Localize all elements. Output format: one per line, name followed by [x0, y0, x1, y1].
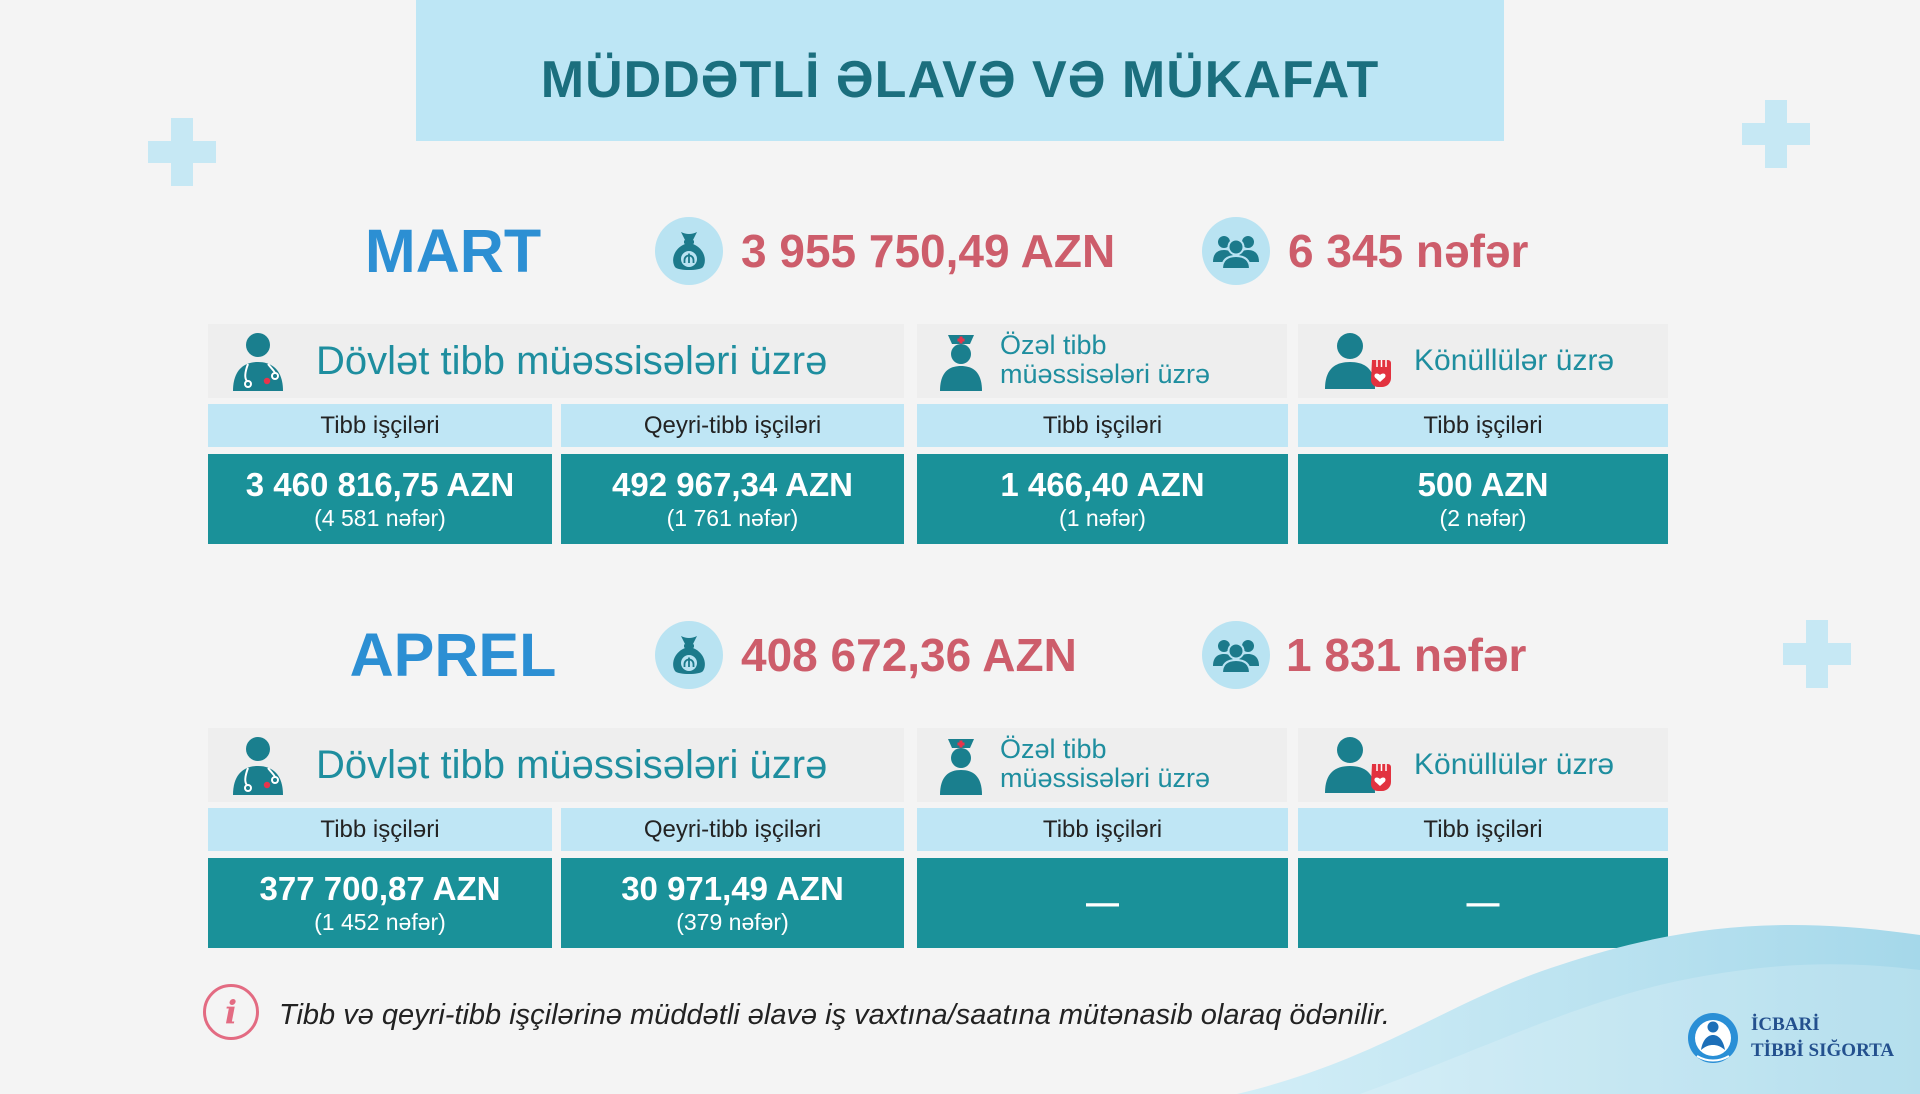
header-title: Dövlət tibb müəssisələri üzrə [316, 743, 828, 787]
info-icon: i [203, 984, 259, 1040]
value-cell: 377 700,87 AZN (1 452 nəfər) [208, 858, 552, 948]
doctor-icon [229, 734, 287, 801]
value-cell: 30 971,49 AZN (379 nəfər) [561, 858, 904, 948]
plus-icon [1742, 100, 1810, 168]
header-volunteers: Könüllülər üzrə [1298, 324, 1668, 398]
page-title: MÜDDƏTLİ ƏLAVƏ VƏ MÜKAFAT [540, 50, 1380, 109]
logo-icon [1688, 1013, 1738, 1063]
header-volunteers: Könüllülər üzrə [1298, 728, 1668, 802]
header-title: Özəl tibb müəssisələri üzrə [1000, 331, 1210, 389]
value-amount: 1 466,40 AZN [1000, 466, 1205, 503]
column-label: Qeyri-tibb işçiləri [561, 404, 904, 447]
value-cell: — [1298, 858, 1668, 948]
month-section-aprel: APREL 408 672,36 AZN 1 831 nəfər [0, 604, 1920, 954]
value-amount: 30 971,49 AZN [621, 870, 844, 907]
column-label: Tibb işçiləri [1298, 808, 1668, 851]
value-people: (1 761 nəfər) [666, 505, 799, 531]
column-label: Tibb işçiləri [208, 808, 552, 851]
header-private-institutions: Özəl tibb müəssisələri üzrə [917, 728, 1287, 802]
header-title-line2: müəssisələri üzrə [1000, 763, 1211, 793]
value-amount: — [1086, 884, 1119, 921]
logo-line1: İCBARİ [1751, 1014, 1820, 1035]
value-amount: 3 460 816,75 AZN [245, 466, 515, 503]
nurse-icon [938, 330, 984, 397]
logo-text: İCBARİ TİBBİ SIĞORTA [1751, 1012, 1894, 1064]
wave-decoration [1237, 925, 1920, 1094]
header-state-institutions: Dövlət tibb müəssisələri üzrə [208, 324, 904, 398]
people-group-icon [1202, 217, 1270, 285]
value-cell: 3 460 816,75 AZN (4 581 nəfər) [208, 454, 552, 544]
column-label: Tibb işçiləri [917, 808, 1288, 851]
logo-line2: TİBBİ SIĞORTA [1751, 1040, 1895, 1061]
title-banner: MÜDDƏTLİ ƏLAVƏ VƏ MÜKAFAT [416, 0, 1504, 141]
doctor-icon [229, 330, 287, 397]
header-title-line1: Özəl tibb [1000, 330, 1107, 360]
value-cell: 500 AZN (2 nəfər) [1298, 454, 1668, 544]
column-label: Tibb işçiləri [917, 404, 1288, 447]
header-title: Könüllülər üzrə [1414, 748, 1615, 781]
value-people: (2 nəfər) [1439, 505, 1527, 531]
footnote: Tibb və qeyri-tibb işçilərinə müddətli ə… [279, 999, 1390, 1031]
value-cell: 1 466,40 AZN (1 nəfər) [917, 454, 1288, 544]
header-title: Özəl tibb müəssisələri üzrə [1000, 735, 1210, 793]
nurse-icon [938, 734, 984, 801]
plus-icon [1783, 620, 1851, 688]
value-cell: 492 967,34 AZN (1 761 nəfər) [561, 454, 904, 544]
value-amount: 500 AZN [1417, 466, 1549, 503]
header-title: Könüllülər üzrə [1414, 344, 1615, 377]
month-name: APREL [349, 621, 557, 689]
total-people: 6 345 nəfər [1288, 225, 1529, 277]
header-state-institutions: Dövlət tibb müəssisələri üzrə [208, 728, 904, 802]
value-amount: 377 700,87 AZN [259, 870, 501, 907]
value-people: (4 581 nəfər) [314, 505, 446, 531]
value-amount: 492 967,34 AZN [612, 466, 853, 503]
people-group-icon [1202, 621, 1270, 689]
column-label: Tibb işçiləri [1298, 404, 1668, 447]
total-amount: 3 955 750,49 AZN [741, 225, 1116, 277]
month-name: MART [364, 217, 542, 285]
value-amount: — [1466, 884, 1500, 921]
value-people: (1 452 nəfər) [314, 909, 446, 935]
header-title: Dövlət tibb müəssisələri üzrə [316, 339, 828, 383]
value-people: (1 nəfər) [1059, 505, 1146, 531]
money-bag-icon [655, 217, 723, 285]
header-title-line2: müəssisələri üzrə [1000, 359, 1211, 389]
value-people: (379 nəfər) [676, 909, 789, 935]
money-bag-icon [655, 621, 723, 689]
volunteer-icon [1322, 736, 1394, 799]
header-private-institutions: Özəl tibb müəssisələri üzrə [917, 324, 1287, 398]
value-cell: — [917, 858, 1288, 948]
total-amount: 408 672,36 AZN [741, 629, 1077, 681]
month-section-mart: MART 3 955 750,49 AZN 6 345 nəfər [0, 200, 1920, 550]
column-label: Qeyri-tibb işçiləri [561, 808, 904, 851]
total-people: 1 831 nəfər [1286, 629, 1527, 681]
plus-icon [148, 118, 216, 186]
header-title-line1: Özəl tibb [1000, 734, 1107, 764]
column-label: Tibb işçiləri [208, 404, 552, 447]
volunteer-icon [1322, 332, 1394, 395]
